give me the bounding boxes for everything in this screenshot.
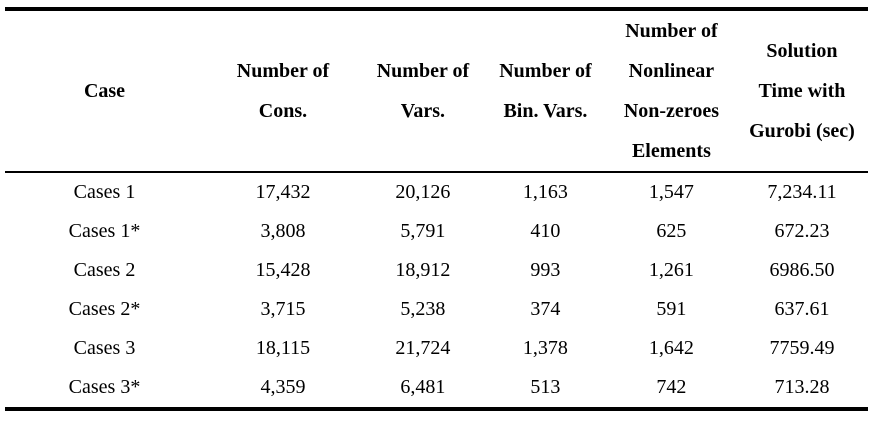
table-row: Cases 3 18,115 21,724 1,378 1,642 7759.4… (5, 329, 868, 368)
cell-solution-time: 637.61 (774, 298, 830, 320)
table-row: Cases 1* 3,808 5,791 410 625 672.23 (5, 212, 868, 251)
col-header-num-bin-vars: Number of Bin. Vars. (483, 9, 607, 173)
cell-num-vars: 5,791 (400, 220, 446, 242)
cell-num-cons: 3,808 (260, 220, 306, 242)
cell-nonlinear-nonzeroes: 1,261 (648, 259, 694, 281)
col-header-num-vars: Number of Vars. (361, 9, 484, 173)
cell-nonlinear-nonzeroes: 742 (656, 376, 687, 398)
cell-num-vars: 6,481 (400, 376, 446, 398)
cell-solution-time: 7,234.11 (767, 181, 837, 203)
cell-solution-time: 713.28 (774, 376, 830, 398)
col-header-num-cons: Number of Cons. (204, 9, 362, 173)
col-header-solution-time: Solution Time with Gurobi (sec) (735, 9, 868, 173)
cell-num-cons: 18,115 (255, 337, 311, 359)
cell-nonlinear-nonzeroes: 591 (656, 298, 687, 320)
table-row: Cases 1 17,432 20,126 1,163 1,547 7,234.… (5, 172, 868, 212)
cell-num-vars: 5,238 (400, 298, 446, 320)
header-row: Case Number of Cons. Number of Vars. Num… (5, 9, 868, 173)
cell-case: Cases 1 (73, 181, 136, 203)
cell-num-cons: 17,432 (255, 181, 311, 203)
cell-case: Cases 1* (68, 220, 141, 242)
cell-case: Cases 2 (73, 259, 136, 281)
cell-num-bin-vars: 1,378 (522, 337, 568, 359)
cell-num-cons: 3,715 (260, 298, 306, 320)
cell-num-bin-vars: 1,163 (522, 181, 568, 203)
cell-nonlinear-nonzeroes: 625 (656, 220, 687, 242)
cell-solution-time: 7759.49 (769, 337, 835, 359)
cell-nonlinear-nonzeroes: 1,642 (648, 337, 694, 359)
cell-case: Cases 3 (73, 337, 136, 359)
cell-case: Cases 2* (68, 298, 141, 320)
cell-num-cons: 4,359 (260, 376, 306, 398)
col-header-nonlinear-nonzeroes: Number of Nonlinear Non-zeroes Elements (606, 9, 736, 173)
cell-num-cons: 15,428 (255, 259, 311, 281)
cell-solution-time: 672.23 (774, 220, 830, 242)
cell-case: Cases 3* (68, 376, 141, 398)
cell-num-bin-vars: 410 (530, 220, 561, 242)
cell-solution-time: 6986.50 (769, 259, 835, 281)
cell-num-vars: 20,126 (395, 181, 451, 203)
table-row: Cases 3* 4,359 6,481 513 742 713.28 (5, 368, 868, 409)
col-header-case: Case (5, 9, 204, 173)
table-row: Cases 2 15,428 18,912 993 1,261 6986.50 (5, 251, 868, 290)
cell-num-bin-vars: 993 (530, 259, 561, 281)
cell-num-vars: 18,912 (395, 259, 451, 281)
cell-num-bin-vars: 374 (530, 298, 561, 320)
results-table: Case Number of Cons. Number of Vars. Num… (5, 7, 868, 411)
cell-nonlinear-nonzeroes: 1,547 (648, 181, 694, 203)
table-row: Cases 2* 3,715 5,238 374 591 637.61 (5, 290, 868, 329)
cell-num-bin-vars: 513 (530, 376, 561, 398)
cell-num-vars: 21,724 (395, 337, 451, 359)
